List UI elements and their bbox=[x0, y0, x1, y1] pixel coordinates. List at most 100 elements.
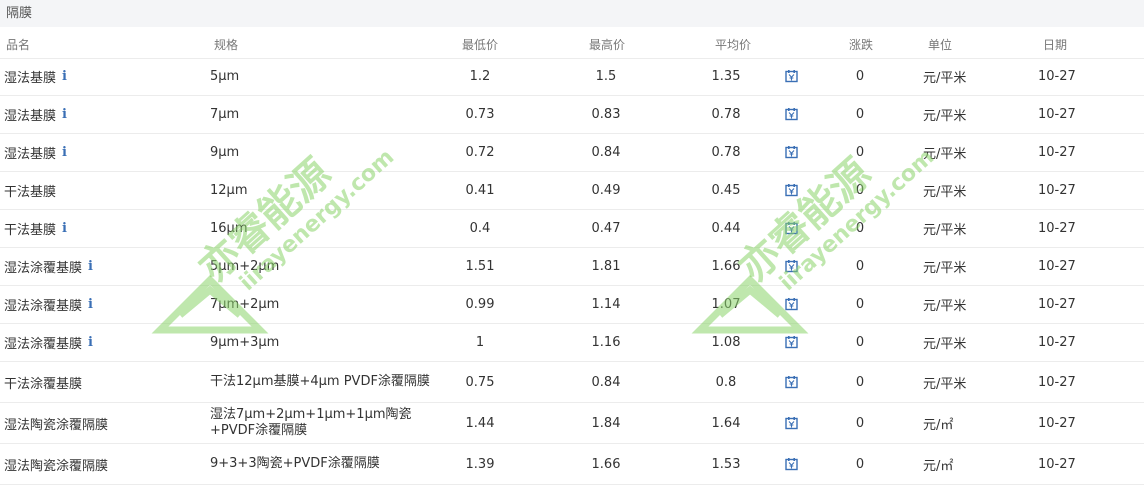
info-icon[interactable]: i bbox=[88, 297, 93, 312]
col-change-header: 涨跌 bbox=[849, 38, 874, 52]
info-icon[interactable]: i bbox=[62, 221, 67, 236]
price-chart-icon[interactable] bbox=[783, 172, 799, 209]
table-row: 湿法陶瓷涂覆隔膜 9+3+3陶瓷+PVDF涂覆隔膜 1.39 1.66 1.53 0 元/㎡… bbox=[0, 444, 1144, 485]
price-chart-icon[interactable] bbox=[783, 324, 799, 361]
unit-cell: 元/平米 bbox=[923, 109, 967, 124]
name-cell: 湿法陶瓷涂覆隔膜 bbox=[4, 444, 108, 484]
avg-price-cell: 1.07 bbox=[711, 297, 741, 312]
date-cell: 10-27 bbox=[1038, 374, 1076, 390]
unit-cell: 元/平米 bbox=[923, 337, 967, 352]
product-name: 湿法陶瓷涂覆隔膜 bbox=[4, 417, 109, 433]
spec-cell: 9μm bbox=[210, 144, 240, 160]
date-cell: 10-27 bbox=[1038, 69, 1076, 84]
change-cell: 0 bbox=[855, 183, 865, 198]
max-price-cell: 0.84 bbox=[591, 374, 621, 390]
unit-cell: 元/㎡ bbox=[923, 458, 954, 474]
min-price-cell: 0.75 bbox=[465, 374, 495, 390]
table-header: 品名 规格 最低价 最高价 平均价 涨跌 单位 日期 bbox=[0, 27, 1144, 59]
min-price-cell: 1.2 bbox=[469, 69, 491, 84]
col-unit-header: 单位 bbox=[928, 38, 953, 52]
avg-price-cell: 1.35 bbox=[711, 69, 741, 84]
product-name: 干法基膜 bbox=[4, 185, 57, 200]
change-cell: 0 bbox=[855, 335, 865, 350]
avg-price-cell: 1.53 bbox=[711, 456, 741, 472]
col-max-header: 最高价 bbox=[589, 38, 626, 52]
price-chart-icon[interactable] bbox=[783, 248, 799, 285]
price-chart-icon[interactable] bbox=[783, 286, 799, 323]
info-icon[interactable]: i bbox=[88, 335, 93, 350]
price-chart-icon[interactable] bbox=[783, 444, 799, 484]
max-price-cell: 0.47 bbox=[591, 221, 621, 236]
table-row: 干法涂覆基膜 干法12μm基膜+4μm PVDF涂覆隔膜 0.75 0.84 0.8 0 元… bbox=[0, 362, 1144, 403]
max-price-cell: 0.49 bbox=[591, 183, 621, 198]
spec-cell: 7μm+2μm bbox=[210, 296, 280, 312]
avg-price-cell: 0.44 bbox=[711, 221, 741, 236]
avg-price-cell: 0.45 bbox=[711, 183, 741, 198]
min-price-cell: 1.51 bbox=[465, 259, 495, 274]
col-min-header: 最低价 bbox=[462, 38, 499, 52]
spec-cell: 7μm bbox=[210, 106, 240, 122]
name-cell: 干法基膜 bbox=[4, 172, 56, 209]
info-icon[interactable]: i bbox=[62, 107, 67, 122]
spec-cell: 5μm+2μm bbox=[210, 258, 280, 274]
date-cell: 10-27 bbox=[1038, 259, 1076, 274]
date-cell: 10-27 bbox=[1038, 335, 1076, 350]
price-chart-icon[interactable] bbox=[783, 96, 799, 133]
avg-price-cell: 0.78 bbox=[711, 145, 741, 160]
name-cell: 湿法基膜 i bbox=[4, 58, 67, 95]
price-chart-icon[interactable] bbox=[783, 210, 799, 247]
spec-cell: 12μm bbox=[210, 182, 248, 198]
change-cell: 0 bbox=[855, 69, 865, 84]
table-row: 湿法涂覆基膜 i 5μm+2μm 1.51 1.81 1.66 0 元/平米 10-27 bbox=[0, 248, 1144, 286]
min-price-cell: 0.73 bbox=[465, 107, 495, 122]
product-name: 湿法涂覆基膜 bbox=[4, 299, 83, 314]
name-cell: 湿法涂覆基膜 i bbox=[4, 248, 93, 285]
info-icon[interactable]: i bbox=[62, 69, 67, 84]
col-name-header: 品名 bbox=[6, 38, 31, 52]
price-chart-icon[interactable] bbox=[783, 403, 799, 443]
avg-price-cell: 1.64 bbox=[711, 415, 741, 431]
price-chart-icon[interactable] bbox=[783, 134, 799, 171]
date-cell: 10-27 bbox=[1038, 415, 1076, 431]
max-price-cell: 0.83 bbox=[591, 107, 621, 122]
table-row: 湿法基膜 i 7μm 0.73 0.83 0.78 0 元/平米 10-27 bbox=[0, 96, 1144, 134]
avg-price-cell: 0.8 bbox=[715, 374, 737, 390]
spec-cell: 9μm+3μm bbox=[210, 334, 280, 350]
name-cell: 干法涂覆基膜 bbox=[4, 362, 82, 402]
unit-cell: 元/㎡ bbox=[923, 417, 954, 433]
unit-cell: 元/平米 bbox=[923, 185, 967, 200]
info-icon[interactable]: i bbox=[88, 259, 93, 274]
table-row: 湿法涂覆基膜 i 7μm+2μm 0.99 1.14 1.07 0 元/平米 10-27 bbox=[0, 286, 1144, 324]
name-cell: 干法基膜 i bbox=[4, 210, 67, 247]
max-price-cell: 0.84 bbox=[591, 145, 621, 160]
change-cell: 0 bbox=[855, 259, 865, 274]
date-cell: 10-27 bbox=[1038, 145, 1076, 160]
name-cell: 湿法陶瓷涂覆隔膜 bbox=[4, 403, 108, 443]
max-price-cell: 1.14 bbox=[591, 297, 621, 312]
name-cell: 湿法基膜 i bbox=[4, 96, 67, 133]
avg-price-cell: 0.78 bbox=[711, 107, 741, 122]
avg-price-cell: 1.66 bbox=[711, 259, 741, 274]
price-chart-icon[interactable] bbox=[783, 58, 799, 95]
spec-cell: 湿法7μm+2μm+1μm+1μm陶瓷+PVDF涂覆隔膜 bbox=[210, 407, 412, 438]
change-cell: 0 bbox=[855, 145, 865, 160]
date-cell: 10-27 bbox=[1038, 183, 1076, 198]
product-name: 干法涂覆基膜 bbox=[4, 376, 83, 392]
max-price-cell: 1.84 bbox=[591, 415, 621, 431]
name-cell: 湿法涂覆基膜 i bbox=[4, 324, 93, 361]
table-row: 湿法基膜 i 9μm 0.72 0.84 0.78 0 元/平米 10-27 bbox=[0, 134, 1144, 172]
unit-cell: 元/平米 bbox=[923, 147, 967, 162]
info-icon[interactable]: i bbox=[62, 145, 67, 160]
product-name: 湿法基膜 bbox=[4, 109, 57, 124]
min-price-cell: 0.99 bbox=[465, 297, 495, 312]
max-price-cell: 1.5 bbox=[595, 69, 617, 84]
min-price-cell: 0.41 bbox=[465, 183, 495, 198]
max-price-cell: 1.81 bbox=[591, 259, 621, 274]
price-table-body: 湿法基膜 i 5μm 1.2 1.5 1.35 0 元/平米 10-27 湿法基膜 i 7μm 0.73… bbox=[0, 58, 1144, 485]
min-price-cell: 1.39 bbox=[465, 456, 495, 472]
product-name: 湿法涂覆基膜 bbox=[4, 337, 83, 352]
table-row: 湿法陶瓷涂覆隔膜 湿法7μm+2μm+1μm+1μm陶瓷+PVDF涂覆隔膜 1.44… bbox=[0, 403, 1144, 444]
price-chart-icon[interactable] bbox=[783, 362, 799, 402]
date-cell: 10-27 bbox=[1038, 456, 1076, 472]
product-name: 湿法基膜 bbox=[4, 71, 57, 86]
